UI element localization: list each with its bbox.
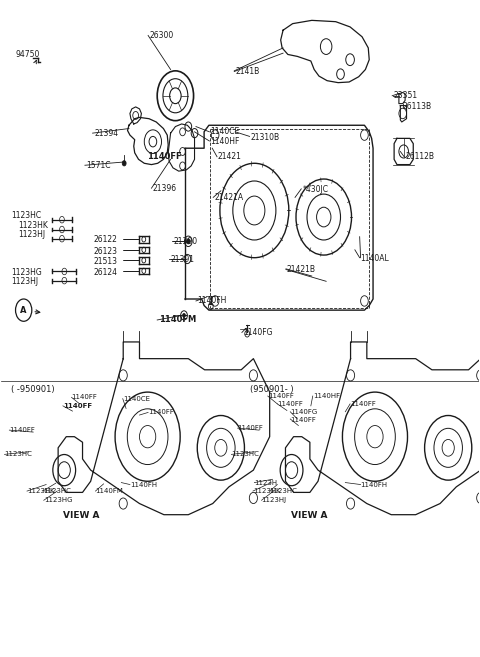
Text: 1140CE: 1140CE xyxy=(123,396,150,401)
Text: 21513: 21513 xyxy=(93,257,117,266)
Text: 1140FF: 1140FF xyxy=(238,425,264,431)
Text: 1140CE: 1140CE xyxy=(210,127,240,136)
Text: 1123HC: 1123HC xyxy=(43,488,71,494)
Text: 1140FF: 1140FF xyxy=(277,401,303,407)
Text: 1123HC: 1123HC xyxy=(4,451,32,457)
Text: (950901- ): (950901- ) xyxy=(250,385,293,394)
Text: 1140FF: 1140FF xyxy=(9,427,35,433)
Text: 21390: 21390 xyxy=(174,237,198,246)
Text: 1140FM: 1140FM xyxy=(96,488,123,494)
Text: *430JC: *430JC xyxy=(302,185,328,194)
Text: 1123HC: 1123HC xyxy=(231,451,259,457)
Text: 21421A: 21421A xyxy=(214,193,243,202)
Text: 1123H: 1123H xyxy=(254,480,277,486)
Text: 1123HG: 1123HG xyxy=(44,497,72,503)
Text: A: A xyxy=(21,306,27,315)
Text: 1123HC: 1123HC xyxy=(11,212,41,220)
Text: 1123HJ: 1123HJ xyxy=(18,230,45,239)
Text: VIEW A: VIEW A xyxy=(291,511,328,520)
Text: 26122: 26122 xyxy=(93,235,117,244)
Text: 1140FF: 1140FF xyxy=(268,393,294,399)
Text: 2141B: 2141B xyxy=(235,67,260,76)
Circle shape xyxy=(182,313,185,317)
Text: 1140FG: 1140FG xyxy=(290,409,317,415)
Text: 1140FF: 1140FF xyxy=(290,417,316,422)
Text: 26124: 26124 xyxy=(93,267,117,277)
Text: 1571C: 1571C xyxy=(86,161,110,170)
Text: VIEW A: VIEW A xyxy=(63,511,99,520)
Text: 1140FM: 1140FM xyxy=(158,315,196,325)
Text: 1140FG: 1140FG xyxy=(243,328,272,337)
Text: 21421B: 21421B xyxy=(287,265,316,274)
Text: 26113B: 26113B xyxy=(403,102,432,112)
Text: 1140FF: 1140FF xyxy=(72,394,97,400)
Text: 21391: 21391 xyxy=(170,255,194,264)
Circle shape xyxy=(186,238,190,244)
Text: 1140FF: 1140FF xyxy=(63,403,92,409)
Text: 1140FH: 1140FH xyxy=(197,296,226,306)
Text: 21396: 21396 xyxy=(153,184,177,193)
Text: 21310B: 21310B xyxy=(251,133,280,141)
Circle shape xyxy=(122,161,126,166)
Text: 1140HF: 1140HF xyxy=(210,137,240,146)
Text: ( -950901): ( -950901) xyxy=(11,385,55,394)
Text: 1123HJ: 1123HJ xyxy=(11,277,38,286)
Text: 26112B: 26112B xyxy=(405,152,434,161)
Text: 1140FH: 1140FH xyxy=(130,482,157,487)
Text: 1140FF: 1140FF xyxy=(350,401,376,407)
Text: 21421: 21421 xyxy=(218,152,242,161)
Text: 26300: 26300 xyxy=(149,31,173,40)
Text: 23351: 23351 xyxy=(393,91,417,101)
Text: 94750: 94750 xyxy=(15,50,39,59)
Text: 1123HK: 1123HK xyxy=(27,488,55,494)
Text: 1123HJ: 1123HJ xyxy=(262,497,287,503)
Text: 1140FH: 1140FH xyxy=(360,482,388,487)
Text: 26123: 26123 xyxy=(93,246,117,256)
Text: 1140HF: 1140HF xyxy=(313,393,340,399)
Text: 1140FF: 1140FF xyxy=(147,152,181,161)
Text: 1123HG: 1123HG xyxy=(11,267,42,277)
Text: 21394: 21394 xyxy=(94,129,118,137)
Text: 1123HK: 1123HK xyxy=(18,221,48,230)
Text: 1123HC: 1123HC xyxy=(270,488,298,494)
Text: 1140FF: 1140FF xyxy=(148,409,174,415)
Text: 1123HK: 1123HK xyxy=(253,488,280,494)
Text: 1140AL: 1140AL xyxy=(360,254,389,263)
